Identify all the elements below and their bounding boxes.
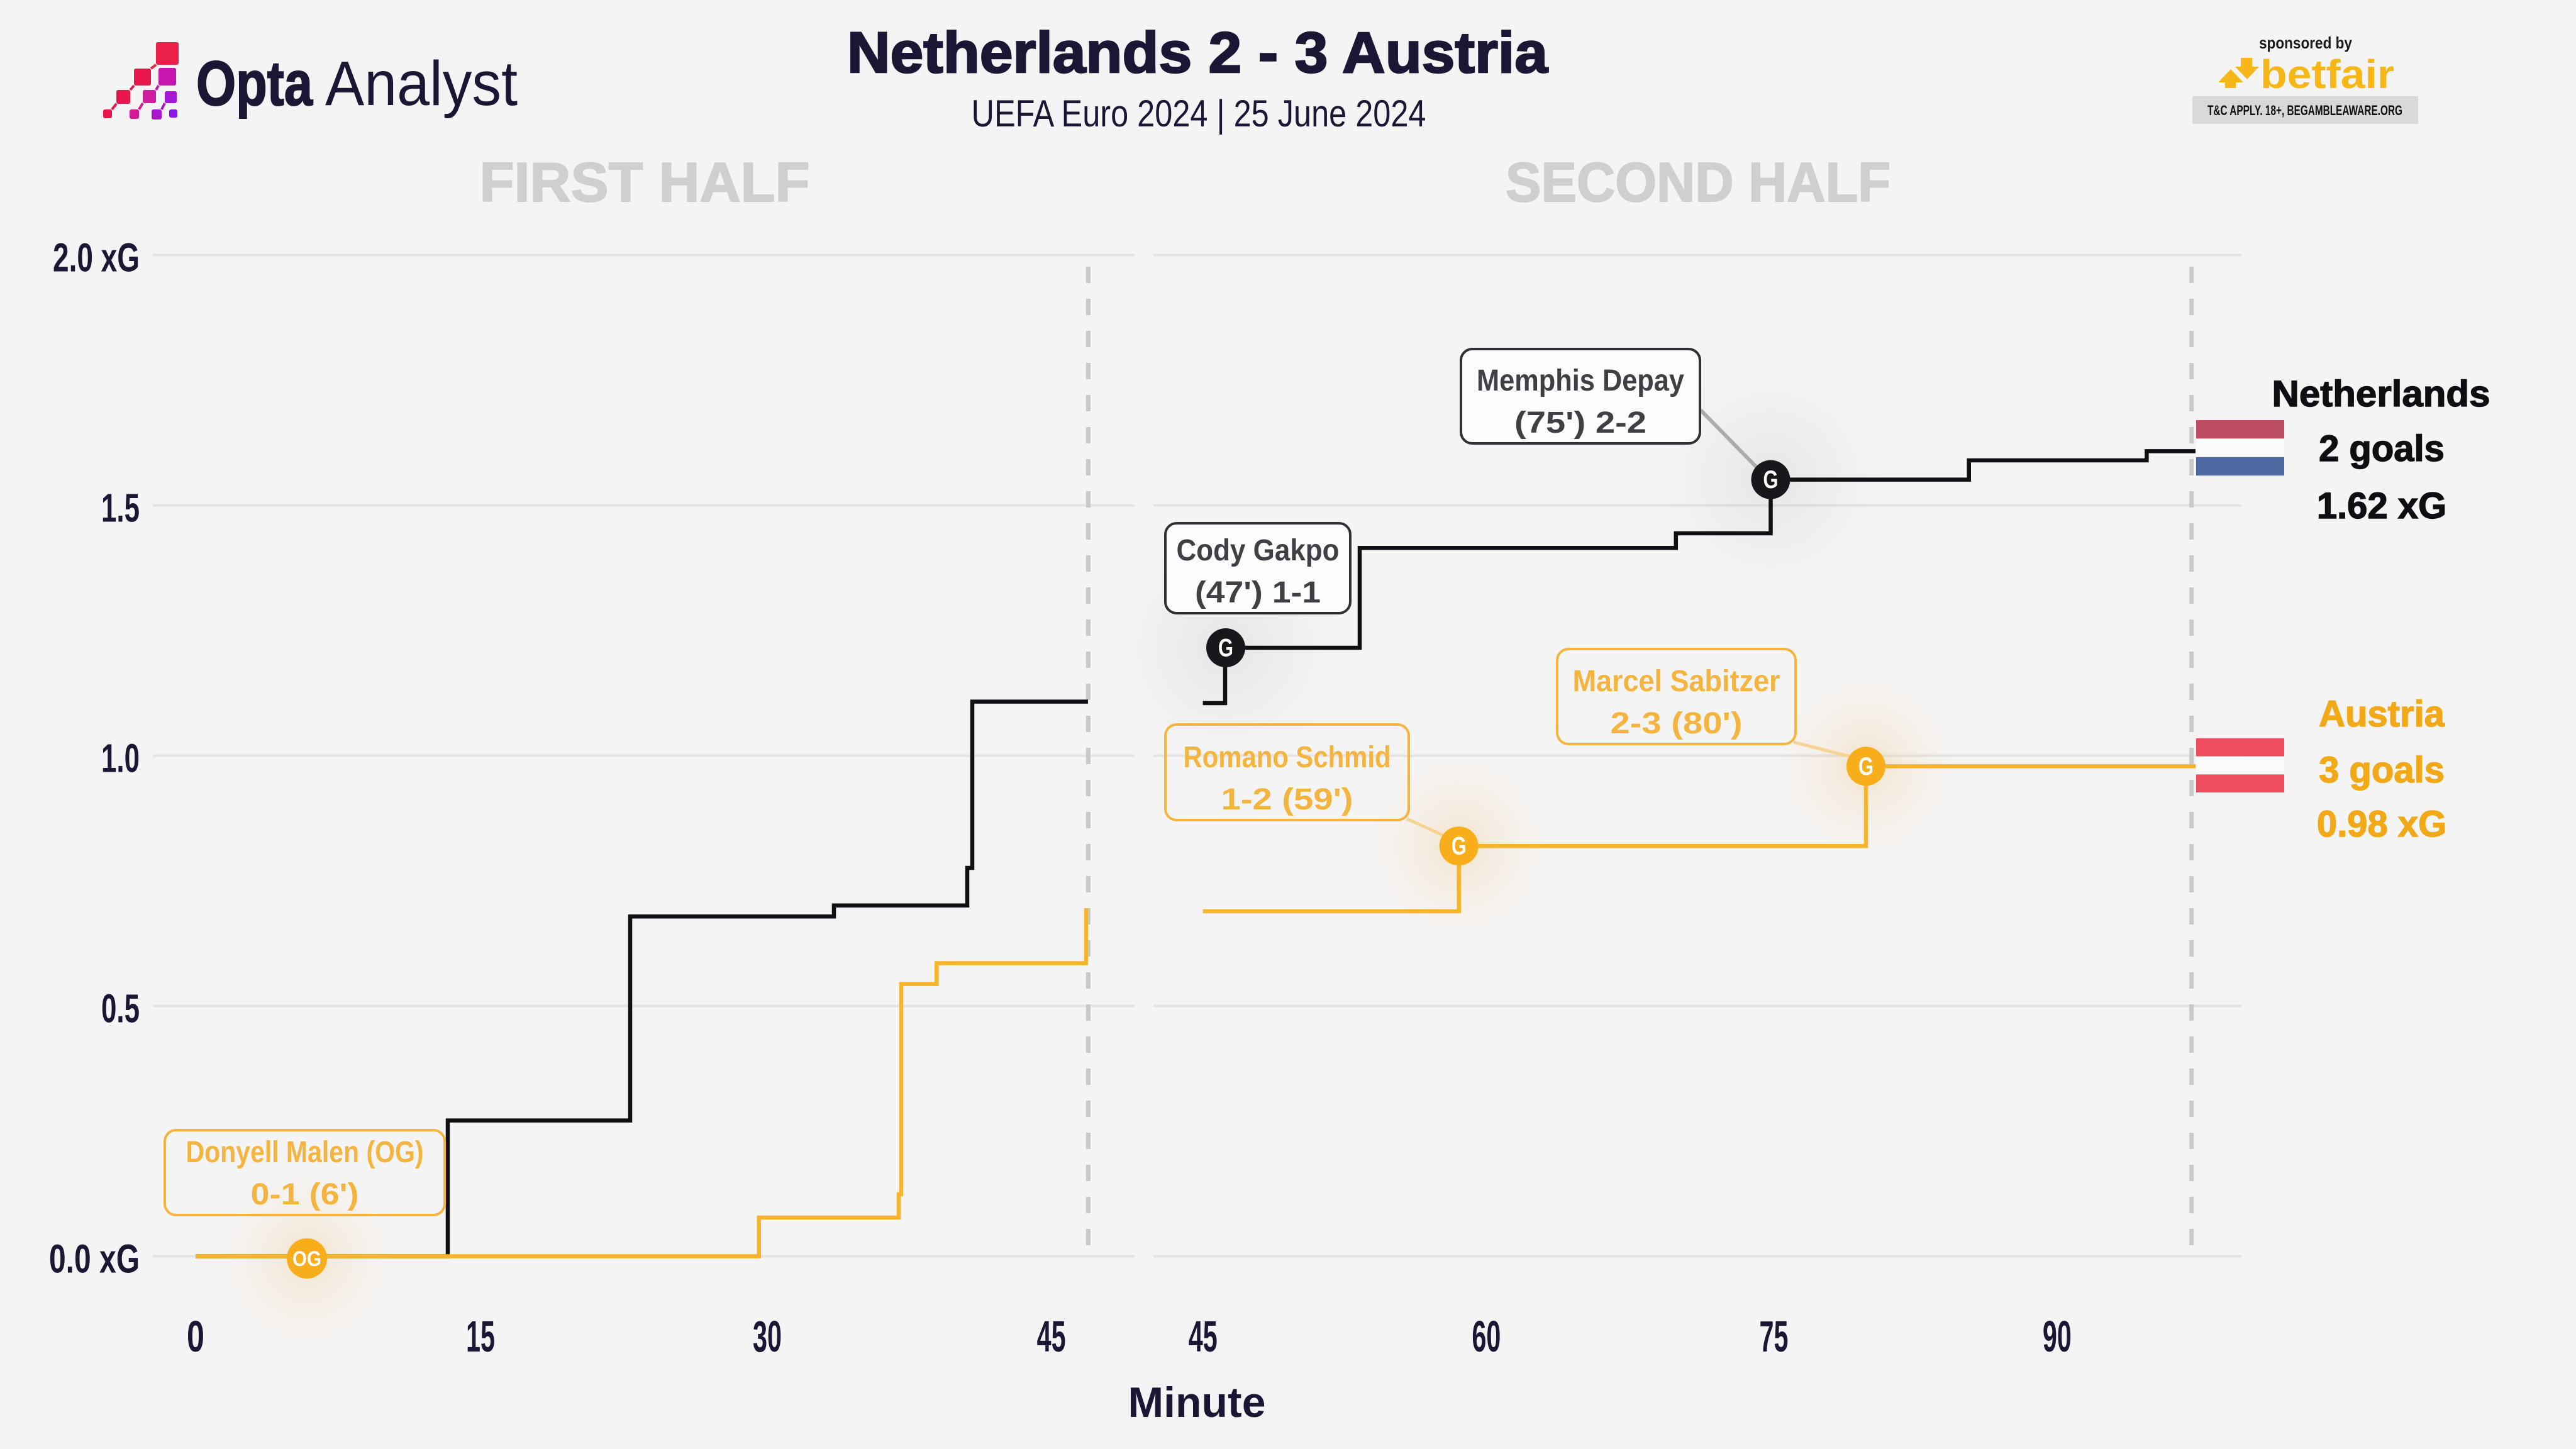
svg-text:3 goals: 3 goals (2319, 750, 2445, 791)
svg-text:(47') 1-1: (47') 1-1 (1195, 576, 1321, 609)
svg-text:Marcel Sabitzer: Marcel Sabitzer (1573, 665, 1780, 698)
svg-text:2.0 xG: 2.0 xG (53, 235, 140, 280)
svg-text:2-3 (80'): 2-3 (80') (1611, 707, 1743, 740)
svg-text:0.5: 0.5 (101, 986, 140, 1031)
svg-text:15: 15 (466, 1312, 495, 1361)
svg-text:Netherlands: Netherlands (2272, 374, 2490, 414)
svg-text:Donyell Malen (OG): Donyell Malen (OG) (186, 1136, 424, 1169)
svg-text:(75') 2-2: (75') 2-2 (1514, 406, 1646, 440)
svg-text:Memphis Depay: Memphis Depay (1477, 364, 1684, 397)
svg-text:Netherlands 2 - 3 Austria: Netherlands 2 - 3 Austria (847, 21, 1548, 85)
svg-text:0-1 (6'): 0-1 (6') (251, 1178, 359, 1211)
svg-text:G: G (1452, 833, 1467, 860)
svg-text:Cody Gakpo: Cody Gakpo (1177, 534, 1340, 567)
svg-text:1.5: 1.5 (101, 486, 140, 531)
svg-text:45: 45 (1189, 1312, 1218, 1361)
svg-text:1-2 (59'): 1-2 (59') (1221, 783, 1353, 816)
svg-text:45: 45 (1037, 1312, 1066, 1361)
svg-text:30: 30 (753, 1312, 782, 1361)
svg-text:90: 90 (2043, 1312, 2072, 1361)
svg-text:UEFA Euro 2024 | 25 June 2024: UEFA Euro 2024 | 25 June 2024 (972, 92, 1426, 135)
svg-text:0.0 xG: 0.0 xG (49, 1236, 140, 1282)
svg-text:G: G (1218, 635, 1233, 662)
svg-text:Austria: Austria (2319, 694, 2445, 735)
svg-text:G: G (1763, 466, 1779, 494)
svg-text:1.0: 1.0 (101, 736, 140, 781)
svg-text:T&C APPLY. 18+, BEGAMBLEAWARE.: T&C APPLY. 18+, BEGAMBLEAWARE.ORG (2207, 103, 2402, 118)
svg-text:OG: OG (292, 1247, 321, 1271)
svg-text:2 goals: 2 goals (2319, 428, 2445, 469)
svg-text:Minute: Minute (1128, 1379, 1266, 1426)
svg-text:sponsored by: sponsored by (2259, 33, 2352, 52)
svg-text:Opta: Opta (196, 48, 313, 119)
svg-text:0: 0 (187, 1312, 204, 1361)
svg-text:0.98 xG: 0.98 xG (2317, 804, 2446, 845)
svg-text:Romano Schmid: Romano Schmid (1184, 741, 1391, 774)
svg-text:FIRST HALF: FIRST HALF (480, 151, 810, 213)
svg-text:betfair: betfair (2260, 52, 2394, 97)
svg-text:SECOND HALF: SECOND HALF (1506, 151, 1890, 213)
svg-text:60: 60 (1472, 1312, 1501, 1361)
svg-text:75: 75 (1760, 1312, 1789, 1361)
svg-text:G: G (1858, 753, 1874, 780)
svg-text:1.62 xG: 1.62 xG (2317, 486, 2446, 526)
svg-text:Analyst: Analyst (325, 48, 518, 119)
